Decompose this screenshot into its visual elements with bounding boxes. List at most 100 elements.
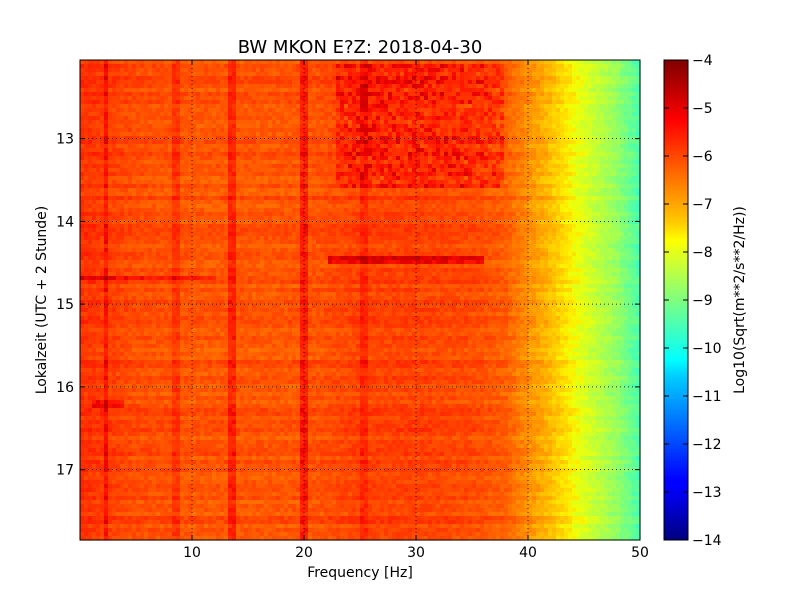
heatmap-cell [196,80,201,85]
heatmap-cell [580,72,585,77]
heatmap-cell [176,152,181,157]
heatmap-cell [572,80,577,85]
heatmap-cell [88,136,93,141]
heatmap-cell [180,100,185,105]
heatmap-cell [108,112,113,117]
heatmap-cell [440,200,445,205]
heatmap-cell [532,72,537,77]
heatmap-cell [288,100,293,105]
heatmap-cell [448,176,453,181]
heatmap-cell [524,92,529,97]
heatmap-cell [340,156,345,161]
heatmap-cell [400,172,405,177]
heatmap-cell [156,60,161,65]
heatmap-cell [436,80,441,85]
heatmap-cell [432,80,437,85]
heatmap-cell [624,60,629,65]
heatmap-cell [168,140,173,145]
heatmap-cell [544,160,549,165]
heatmap-cell [356,108,361,113]
heatmap-cell [588,60,593,65]
heatmap-cell [164,188,169,193]
heatmap-cell [396,156,401,161]
heatmap-cell [600,84,605,89]
heatmap-cell [592,176,597,181]
heatmap-cell [284,132,289,137]
heatmap-cell [584,144,589,149]
heatmap-cell [480,172,485,177]
heatmap-cell [344,108,349,113]
heatmap-cell [248,168,253,173]
heatmap-cell [468,148,473,153]
heatmap-cell [272,96,277,101]
heatmap-cell [468,120,473,125]
heatmap-cell [104,128,109,133]
heatmap-cell [568,96,573,101]
heatmap-cell [212,112,217,117]
heatmap-cell [320,96,325,101]
heatmap-cell [560,192,565,197]
heatmap-cell [376,200,381,205]
heatmap-cell [404,104,409,109]
heatmap-cell [100,136,105,141]
heatmap-cell [172,200,177,205]
heatmap-cell [540,92,545,97]
heatmap-cell [420,172,425,177]
heatmap-cell [280,148,285,153]
heatmap-cell [388,152,393,157]
heatmap-cell [608,76,613,81]
heatmap-cell [404,152,409,157]
heatmap-cell [464,104,469,109]
heatmap-cell [156,144,161,149]
heatmap-cell [400,128,405,133]
heatmap-cell [568,168,573,173]
heatmap-cell [224,136,229,141]
heatmap-cell [556,156,561,161]
heatmap-cell [588,108,593,113]
heatmap-cell [568,172,573,177]
heatmap-cell [432,168,437,173]
heatmap-cell [128,72,133,77]
heatmap-cell [420,132,425,137]
heatmap-cell [588,172,593,177]
heatmap-cell [88,180,93,185]
heatmap-cell [616,100,621,105]
heatmap-cell [208,180,213,185]
heatmap-cell [604,128,609,133]
heatmap-cell [416,124,421,129]
heatmap-cell [492,112,497,117]
heatmap-cell [252,180,257,185]
heatmap-cell [580,168,585,173]
heatmap-cell [84,60,89,65]
heatmap-cell [444,168,449,173]
heatmap-cell [280,156,285,161]
heatmap-cell [404,132,409,137]
heatmap-cell [164,68,169,73]
heatmap-cell [180,60,185,65]
heatmap-cell [92,92,97,97]
heatmap-cell [524,156,529,161]
heatmap-cell [288,176,293,181]
heatmap-cell [200,96,205,101]
heatmap-cell [636,100,641,105]
heatmap-cell [168,188,173,193]
heatmap-cell [300,184,305,189]
heatmap-cell [448,124,453,129]
heatmap-cell [628,196,633,201]
heatmap-cell [288,112,293,117]
heatmap-cell [536,100,541,105]
heatmap-cell [268,84,273,89]
heatmap-cell [556,164,561,169]
heatmap-cell [136,100,141,105]
heatmap-cell [364,124,369,129]
heatmap-cell [136,160,141,165]
heatmap-cell [92,128,97,133]
heatmap-cell [228,180,233,185]
heatmap-cell [584,104,589,109]
heatmap-cell [224,144,229,149]
heatmap-cell [268,72,273,77]
heatmap-cell [432,184,437,189]
heatmap-cell [204,144,209,149]
heatmap-cell [276,64,281,69]
heatmap-cell [300,96,305,101]
